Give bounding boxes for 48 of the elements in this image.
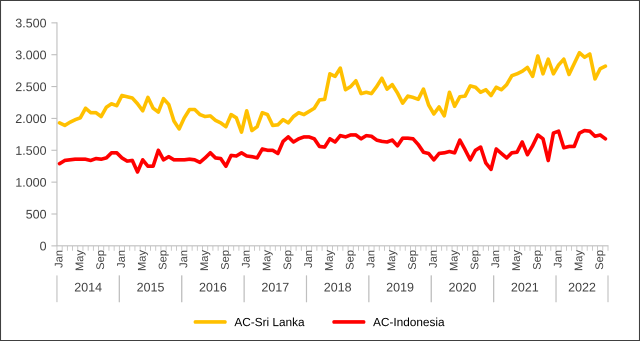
x-tick-label: Sep — [158, 250, 169, 270]
x-tick-label: Jan — [180, 250, 188, 268]
x-tick-label: May — [450, 250, 460, 270]
text: 2018 — [324, 282, 352, 292]
y-tick-label: 3.000 — [16, 50, 46, 60]
y-tick-label: 1.000 — [16, 178, 46, 187]
text: 2015 — [137, 282, 164, 292]
text: 2017 — [262, 282, 289, 292]
x-tick-label: Sep — [346, 250, 356, 270]
x-tick-label: Jan — [242, 250, 250, 268]
x-tick-label: May — [325, 250, 336, 270]
x-tick-label: May — [138, 250, 148, 270]
text: 2019 — [386, 282, 414, 292]
text: 2020 — [449, 282, 476, 292]
x-tick-label: Sep — [595, 250, 606, 270]
x-tick-label: May — [387, 250, 398, 270]
legend-label: AC-Sri Lanka — [234, 318, 305, 326]
x-tick-label: Sep — [408, 250, 418, 270]
legend-label: AC-Indonesia — [373, 318, 445, 326]
x-tick-label: Sep — [470, 250, 481, 270]
x-tick-label: May — [76, 250, 86, 270]
x-tick-label: Jan — [304, 250, 312, 268]
y-tick-label: 2.500 — [16, 82, 46, 92]
x-tick-label: Jan — [117, 250, 125, 268]
text: 2016 — [200, 282, 226, 292]
y-tick-label: 3.500 — [16, 18, 46, 28]
x-tick-label: Sep — [221, 250, 232, 270]
y-tick-label: 2.000 — [16, 114, 46, 124]
y-tick-label: 500 — [26, 210, 46, 219]
line-series — [58, 128, 608, 174]
x-tick-label: May — [200, 250, 210, 270]
y-tick-label: 1.500 — [16, 146, 46, 155]
x-tick-label: Sep — [96, 250, 106, 270]
x-tick-label: Sep — [532, 250, 543, 270]
x-tick-label: Jan — [429, 250, 437, 268]
x-tick-label: May — [512, 250, 522, 270]
x-tick-label: May — [574, 250, 585, 270]
text: 2022 — [568, 282, 596, 292]
x-tick-label: Jan — [366, 250, 374, 268]
x-tick-label: Sep — [283, 250, 294, 270]
x-tick-label: Jan — [54, 250, 63, 268]
x-tick-label: May — [262, 250, 273, 270]
text: 2014 — [74, 282, 102, 292]
text: 2021 — [512, 282, 538, 292]
x-tick-label: Jan — [491, 250, 500, 268]
y-tick-label: 0 — [40, 242, 46, 251]
x-tick-label: Jan — [554, 250, 562, 268]
line-series — [58, 50, 608, 134]
